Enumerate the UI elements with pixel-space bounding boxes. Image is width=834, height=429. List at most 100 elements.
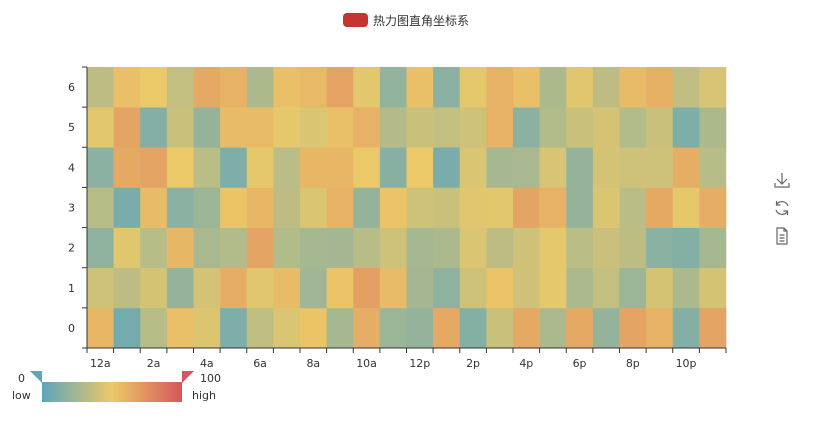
heatmap-cell[interactable]	[486, 267, 514, 309]
heatmap-cell[interactable]	[140, 267, 168, 309]
heatmap-cell[interactable]	[379, 107, 407, 148]
heatmap-cell[interactable]	[353, 107, 381, 148]
heatmap-cell[interactable]	[513, 67, 540, 108]
heatmap-cell[interactable]	[87, 307, 114, 349]
heatmap-cell[interactable]	[246, 227, 274, 269]
heatmap-cell[interactable]	[592, 267, 620, 309]
heatmap-cell[interactable]	[113, 147, 141, 188]
heatmap-cell[interactable]	[566, 147, 594, 188]
heatmap-cell[interactable]	[87, 227, 114, 269]
heatmap-cell[interactable]	[353, 187, 381, 228]
heatmap-cell[interactable]	[566, 267, 594, 309]
heatmap-cell[interactable]	[646, 307, 674, 349]
heatmap-cell[interactable]	[513, 107, 540, 148]
heatmap-cell[interactable]	[566, 227, 594, 269]
heatmap-cell[interactable]	[672, 267, 700, 309]
heatmap-cell[interactable]	[433, 67, 461, 108]
heatmap-cell[interactable]	[699, 107, 727, 148]
heatmap-cell[interactable]	[326, 67, 354, 108]
heatmap-cell[interactable]	[87, 147, 114, 188]
heatmap-cell[interactable]	[326, 107, 354, 148]
download-icon[interactable]	[772, 170, 792, 190]
heatmap-cell[interactable]	[353, 307, 381, 349]
heatmap-cell[interactable]	[672, 227, 700, 269]
heatmap-cell[interactable]	[619, 267, 647, 309]
heatmap-cell[interactable]	[486, 67, 514, 108]
heatmap-cell[interactable]	[566, 307, 594, 349]
heatmap-cell[interactable]	[592, 67, 620, 108]
heatmap-cell[interactable]	[113, 67, 141, 108]
heatmap-cell[interactable]	[486, 107, 514, 148]
heatmap-cell[interactable]	[619, 147, 647, 188]
heatmap-cell[interactable]	[379, 187, 407, 228]
heatmap-cell[interactable]	[300, 307, 327, 349]
heatmap-cell[interactable]	[326, 267, 354, 309]
heatmap-cell[interactable]	[459, 267, 487, 309]
heatmap-cell[interactable]	[539, 267, 567, 309]
heatmap-cell[interactable]	[300, 227, 327, 269]
heatmap-cell[interactable]	[193, 187, 221, 228]
heatmap-cell[interactable]	[539, 147, 567, 188]
heatmap-cell[interactable]	[619, 187, 647, 228]
heatmap-cell[interactable]	[513, 187, 540, 228]
heatmap-cell[interactable]	[300, 147, 327, 188]
heatmap-cell[interactable]	[113, 307, 141, 349]
heatmap-cell[interactable]	[486, 187, 514, 228]
visual-map-bar[interactable]	[42, 382, 182, 402]
heatmap-cell[interactable]	[672, 107, 700, 148]
heatmap-cell[interactable]	[166, 307, 194, 349]
heatmap-cell[interactable]	[246, 307, 274, 349]
heatmap-cell[interactable]	[619, 307, 647, 349]
heatmap-cell[interactable]	[513, 307, 540, 349]
heatmap-cell[interactable]	[87, 267, 114, 309]
heatmap-cell[interactable]	[273, 267, 301, 309]
heatmap-cell[interactable]	[220, 147, 248, 188]
heatmap-cell[interactable]	[300, 187, 327, 228]
heatmap-cell[interactable]	[699, 147, 727, 188]
heatmap-cell[interactable]	[646, 187, 674, 228]
heatmap-cell[interactable]	[433, 147, 461, 188]
heatmap-cell[interactable]	[220, 307, 248, 349]
heatmap-cell[interactable]	[619, 67, 647, 108]
heatmap-cell[interactable]	[459, 67, 487, 108]
heatmap-cell[interactable]	[166, 227, 194, 269]
heatmap-cell[interactable]	[433, 107, 461, 148]
heatmap-cell[interactable]	[326, 187, 354, 228]
heatmap-cell[interactable]	[672, 67, 700, 108]
heatmap-cell[interactable]	[300, 67, 327, 108]
heatmap-cell[interactable]	[273, 147, 301, 188]
heatmap-cell[interactable]	[220, 107, 248, 148]
heatmap-cell[interactable]	[87, 187, 114, 228]
heatmap-cell[interactable]	[699, 67, 727, 108]
heatmap-cell[interactable]	[193, 267, 221, 309]
heatmap-cell[interactable]	[140, 67, 168, 108]
heatmap-cell[interactable]	[592, 307, 620, 349]
heatmap-cell[interactable]	[699, 187, 727, 228]
heatmap-cell[interactable]	[246, 67, 274, 108]
heatmap-cell[interactable]	[300, 107, 327, 148]
heatmap-cell[interactable]	[513, 227, 540, 269]
heatmap-cell[interactable]	[193, 67, 221, 108]
heatmap-cell[interactable]	[113, 187, 141, 228]
heatmap-cell[interactable]	[379, 227, 407, 269]
heatmap-cell[interactable]	[619, 227, 647, 269]
heatmap-cell[interactable]	[273, 307, 301, 349]
heatmap-cell[interactable]	[459, 107, 487, 148]
heatmap-cell[interactable]	[513, 147, 540, 188]
heatmap-cell[interactable]	[619, 107, 647, 148]
heatmap-cell[interactable]	[140, 307, 168, 349]
heatmap-cell[interactable]	[433, 267, 461, 309]
heatmap-cell[interactable]	[406, 267, 434, 309]
heatmap-cell[interactable]	[459, 147, 487, 188]
heatmap-cell[interactable]	[592, 107, 620, 148]
heatmap-cell[interactable]	[166, 187, 194, 228]
heatmap-cell[interactable]	[193, 227, 221, 269]
refresh-icon[interactable]	[772, 198, 792, 218]
heatmap-cell[interactable]	[273, 227, 301, 269]
heatmap-cell[interactable]	[273, 67, 301, 108]
heatmap-cell[interactable]	[166, 267, 194, 309]
heatmap-cell[interactable]	[646, 67, 674, 108]
heatmap-cell[interactable]	[646, 227, 674, 269]
heatmap-cell[interactable]	[406, 147, 434, 188]
heatmap-cell[interactable]	[646, 267, 674, 309]
